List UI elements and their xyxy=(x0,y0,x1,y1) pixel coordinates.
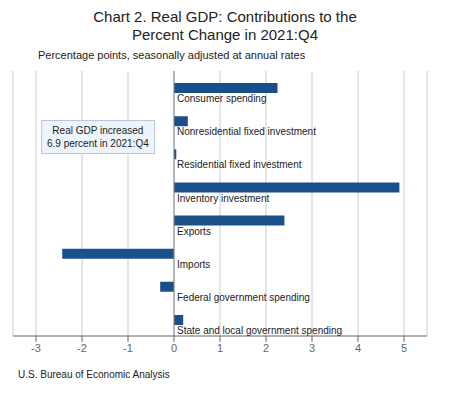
svg-text:4: 4 xyxy=(355,342,361,354)
html-text:U.S. Bureau of Economic Analys: U.S. Bureau of Economic Analysis xyxy=(18,369,170,380)
svg-text:0: 0 xyxy=(171,342,177,354)
svg-text:Nonresidential fixed investmen: Nonresidential fixed investment xyxy=(177,126,316,137)
svg-text:-3: -3 xyxy=(31,342,41,354)
svg-text:2: 2 xyxy=(263,342,269,354)
svg-text:3: 3 xyxy=(309,342,315,354)
svg-text:Exports: Exports xyxy=(177,226,211,237)
svg-text:1: 1 xyxy=(217,342,223,354)
html-text:Percent Change in 2021:Q4: Percent Change in 2021:Q4 xyxy=(132,26,318,43)
svg-text:5: 5 xyxy=(401,342,407,354)
svg-text:State and local government spe: State and local government spending xyxy=(177,325,342,336)
svg-text:Consumer spending: Consumer spending xyxy=(177,93,267,104)
html-text:Real GDP increased 6.9 percent: Real GDP increased 6.9 percent in 2021:Q… xyxy=(47,125,149,150)
svg-text:-1: -1 xyxy=(123,342,133,354)
svg-text:Inventory investment: Inventory investment xyxy=(177,193,269,204)
svg-text:-2: -2 xyxy=(77,342,87,354)
html-text:Percentage points, seasonally: Percentage points, seasonally adjusted a… xyxy=(38,49,306,61)
svg-text:Residential fixed investment: Residential fixed investment xyxy=(177,159,302,170)
html-text:Chart 2. Real GDP: Contributio: Chart 2. Real GDP: Contributions to the xyxy=(93,8,357,25)
svg-text:Imports: Imports xyxy=(177,259,210,270)
svg-text:Federal government spending: Federal government spending xyxy=(177,292,310,303)
